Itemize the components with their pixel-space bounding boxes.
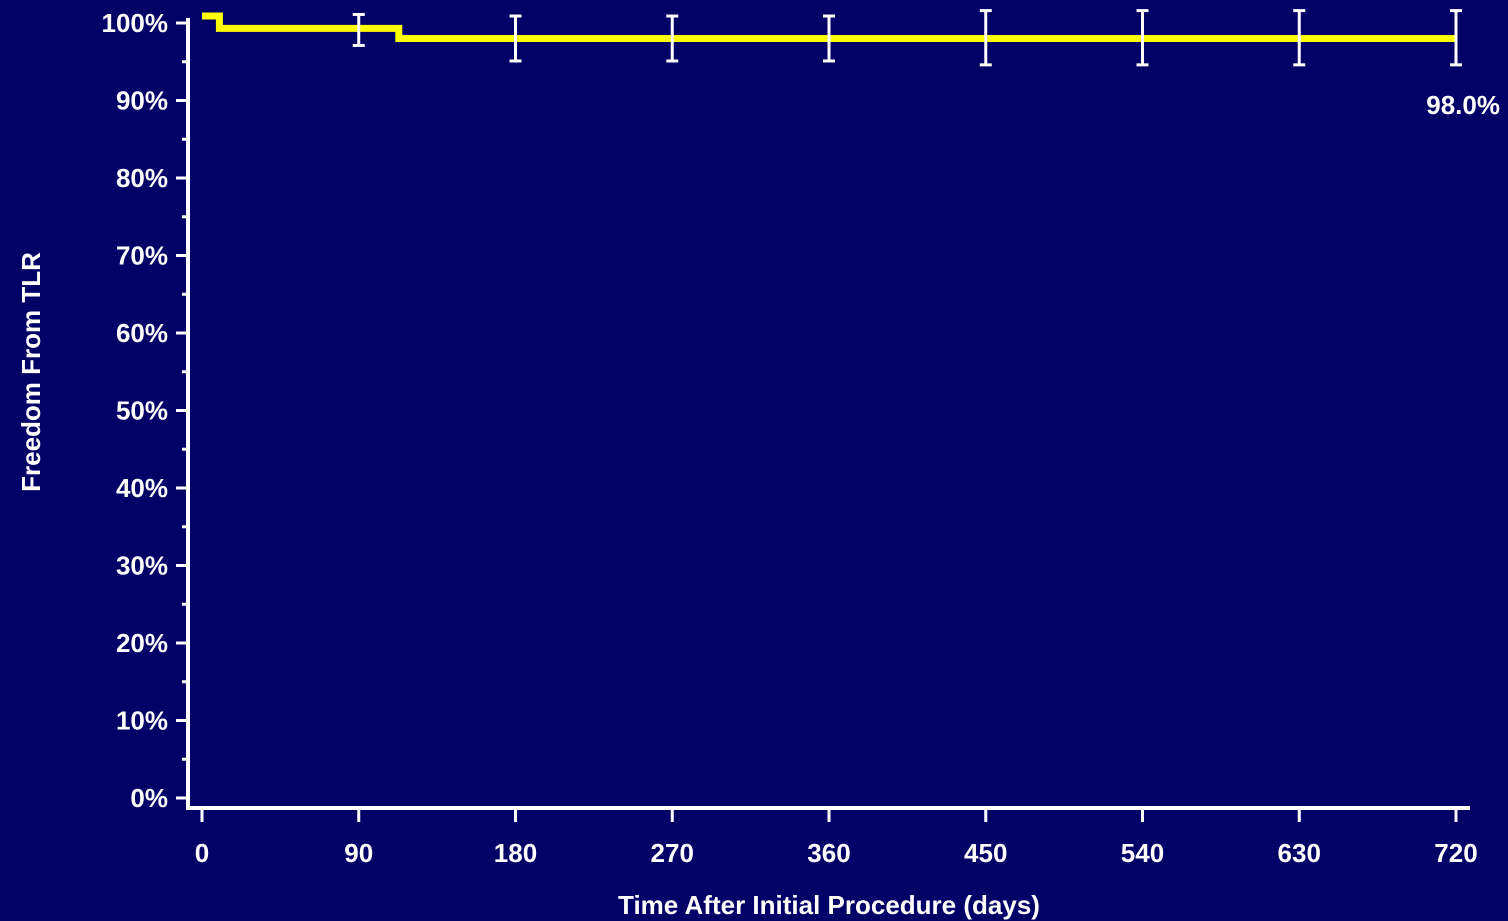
y-ticks: 0% 10% 20% 30% 40% 50% 60% 70% 80% 90% 100% [102,8,188,813]
y-tick-label: 50% [116,396,168,426]
x-tick-label: 180 [494,838,537,868]
error-bar [979,9,992,67]
y-tick-label: 60% [116,318,168,348]
y-tick-label: 20% [116,628,168,658]
x-tick-label: 270 [651,838,694,868]
x-axis-title: Time After Initial Procedure (days) [618,890,1040,920]
x-tick-label: 630 [1278,838,1321,868]
x-tick-label: 0 [195,838,209,868]
y-axis-title: Freedom From TLR [16,252,46,492]
error-bar [1293,9,1306,67]
x-tick-label: 450 [964,838,1007,868]
series-group [202,12,1456,42]
y-tick-label: 90% [116,86,168,116]
annotations-group: 98.0% [1426,90,1500,120]
y-tick-label: 30% [116,551,168,581]
error-bar [509,14,522,63]
y-tick-label: 10% [116,706,168,736]
error-bar [352,12,365,47]
y-tick-label: 0% [130,783,168,813]
error-bar [666,14,679,63]
end-value-label: 98.0% [1426,90,1500,120]
y-tick-label: 40% [116,473,168,503]
error-bars-group [352,9,1462,67]
x-ticks: 0 90 180 270 360 450 540 630 720 [195,808,1478,868]
y-tick-label: 100% [102,8,169,38]
error-bar [823,14,835,63]
error-bar [1450,9,1462,67]
x-tick-label: 360 [807,838,850,868]
survival-step-line [202,12,1456,42]
y-tick-label: 80% [116,163,168,193]
y-tick-label: 70% [116,241,168,271]
x-tick-label: 90 [344,838,373,868]
x-tick-label: 720 [1434,838,1477,868]
x-tick-label: 540 [1121,838,1164,868]
error-bar [1136,9,1149,67]
